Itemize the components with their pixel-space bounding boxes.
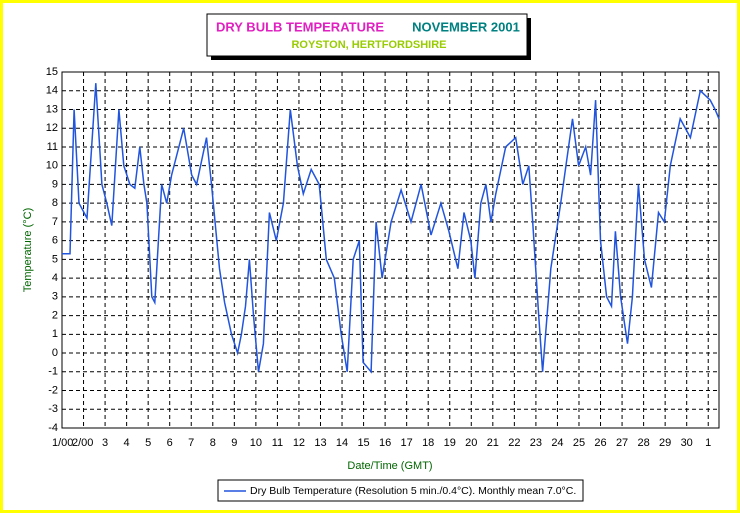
x-tick-label: 23 xyxy=(530,437,542,449)
x-tick-label: 12 xyxy=(293,437,305,449)
x-tick-label: 19 xyxy=(444,437,456,449)
y-tick-label: 4 xyxy=(52,272,58,284)
chart-subtitle: ROYSTON, HERTFORDSHIRE xyxy=(291,39,446,51)
x-tick-label: 18 xyxy=(422,437,434,449)
x-tick-label: 28 xyxy=(637,437,649,449)
y-tick-label: -3 xyxy=(48,403,58,415)
y-tick-label: 12 xyxy=(46,122,58,134)
x-tick-label: 17 xyxy=(401,437,413,449)
x-tick-label: 14 xyxy=(336,437,348,449)
y-axis-label: Temperature (°C) xyxy=(22,208,34,292)
x-tick-label: 13 xyxy=(314,437,326,449)
title-box xyxy=(206,13,528,57)
y-tick-label: 8 xyxy=(52,197,58,209)
x-tick-label: 9 xyxy=(231,437,237,449)
chart-title-month: NOVEMBER 2001 xyxy=(412,19,520,34)
y-tick-label: 14 xyxy=(46,85,58,97)
x-tick-label: 3 xyxy=(102,437,108,449)
x-tick-label: 22 xyxy=(508,437,520,449)
y-tick-label: 6 xyxy=(52,235,58,247)
x-tick-label: 26 xyxy=(594,437,606,449)
x-tick-label: 15 xyxy=(357,437,369,449)
legend-box xyxy=(217,479,584,502)
legend-label: Dry Bulb Temperature (Resolution 5 min./… xyxy=(250,485,576,497)
y-tick-label: 7 xyxy=(52,216,58,228)
x-tick-label: 16 xyxy=(379,437,391,449)
y-tick-label: 15 xyxy=(46,66,58,78)
x-tick-label: 8 xyxy=(210,437,216,449)
y-tick-label: 0 xyxy=(52,347,58,359)
x-tick-label: 5 xyxy=(145,437,151,449)
y-tick-label: 2 xyxy=(52,309,58,321)
y-tick-label: -2 xyxy=(48,384,58,396)
y-tick-label: -1 xyxy=(48,366,58,378)
y-tick-label: 5 xyxy=(52,253,58,265)
y-tick-label: 10 xyxy=(46,160,58,172)
y-tick-label: -4 xyxy=(48,422,58,434)
x-tick-label: 20 xyxy=(465,437,477,449)
plot-area xyxy=(62,72,719,428)
x-tick-label: 11 xyxy=(272,437,283,449)
x-tick-label: 27 xyxy=(616,437,628,449)
x-axis-label: Date/Time (GMT) xyxy=(347,460,432,472)
y-tick-label: 3 xyxy=(52,291,58,303)
x-tick-label: 2/00 xyxy=(72,437,93,449)
data-line xyxy=(62,83,720,374)
x-tick-label: 25 xyxy=(573,437,585,449)
x-tick-label: 1/00 xyxy=(52,437,73,449)
x-tick-label: 1 xyxy=(705,437,711,449)
x-tick-label: 30 xyxy=(681,437,693,449)
y-tick-label: 11 xyxy=(47,141,58,153)
x-tick-label: 4 xyxy=(124,437,130,449)
x-tick-label: 21 xyxy=(487,437,499,449)
x-tick-label: 10 xyxy=(250,437,262,449)
x-tick-label: 6 xyxy=(167,437,173,449)
x-tick-label: 24 xyxy=(551,437,563,449)
chart-title: DRY BULB TEMPERATURE xyxy=(216,19,384,34)
x-tick-label: 29 xyxy=(659,437,671,449)
y-tick-label: 13 xyxy=(46,103,58,115)
plot-border xyxy=(61,71,720,429)
x-tick-label: 7 xyxy=(188,437,194,449)
y-tick-label: 1 xyxy=(52,328,58,340)
y-tick-label: 9 xyxy=(52,178,58,190)
